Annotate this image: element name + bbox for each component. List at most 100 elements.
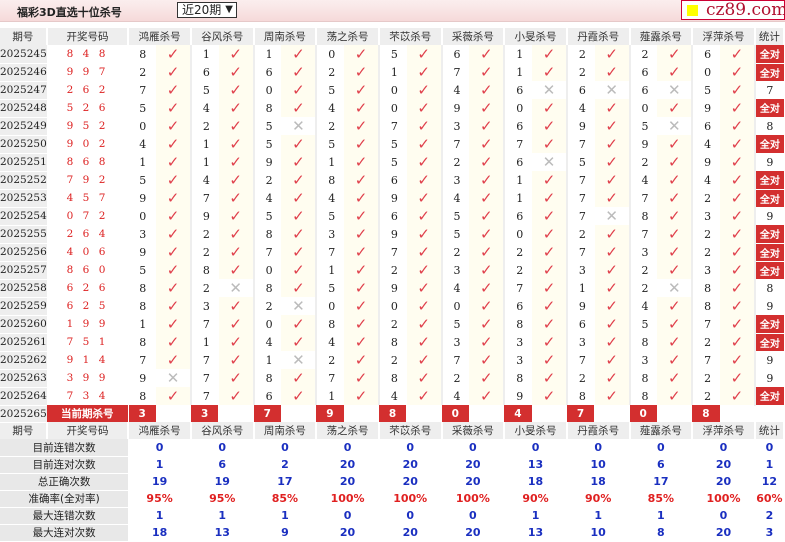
check-icon: ✓ bbox=[156, 243, 192, 261]
kill-number: 4 bbox=[328, 191, 336, 205]
site-logo[interactable]: cz89.com bbox=[681, 0, 785, 20]
check-icon: ✓ bbox=[720, 171, 756, 189]
check-icon: ✓ bbox=[594, 297, 631, 315]
check-icon: ✓ bbox=[406, 261, 443, 279]
header-row: 期号 开奖号码 鸿雁杀号 谷风杀号 周南杀号 荡之杀号 芣苡杀号 采薇杀号 小旻杀号 丹霞杀号 薤露… bbox=[0, 422, 785, 439]
kill-number: 6 bbox=[578, 317, 586, 331]
current-kill-number: 4 bbox=[504, 405, 533, 422]
stats-value: 85% bbox=[271, 492, 299, 505]
table-row: 2025257 8 6 0 5 ✓ 8 ✓ 0 ✓ 1 ✓ 2 ✓ 3 ✓ 2 ✓ 3 ✓ 2 ✓ 3 ✓ 全对 bbox=[0, 261, 784, 280]
stat-cell: 全对 bbox=[754, 225, 784, 244]
stats-value: 0 bbox=[155, 441, 164, 454]
header-winning: 开奖号码 bbox=[46, 28, 130, 45]
check-icon: ✓ bbox=[406, 153, 443, 171]
kill-table: 期号 开奖号码 鸿雁杀号 谷风杀号 周南杀号 荡之杀号 芣苡杀号 采薇杀号 小旻杀号 丹霞杀号 薤露… bbox=[0, 28, 785, 542]
empty-cell bbox=[219, 405, 254, 422]
check-icon: ✓ bbox=[657, 171, 694, 189]
logo-text: cz89.com bbox=[706, 0, 785, 20]
stats-label: 总正确次数 bbox=[0, 473, 129, 491]
kill-number: 2 bbox=[578, 227, 586, 241]
kill-number: 0 bbox=[516, 227, 524, 241]
check-icon: ✓ bbox=[657, 315, 694, 333]
check-icon: ✓ bbox=[657, 297, 694, 315]
kill-number: 3 bbox=[578, 335, 586, 349]
stats-value: 0 bbox=[218, 441, 227, 454]
check-icon: ✓ bbox=[469, 225, 506, 243]
kill-number: 2 bbox=[641, 47, 649, 61]
check-icon: ✓ bbox=[657, 135, 694, 153]
kill-number: 8 bbox=[265, 371, 273, 385]
kill-number: 4 bbox=[578, 101, 586, 115]
kill-number: 0 bbox=[390, 101, 398, 115]
check-icon: ✓ bbox=[406, 171, 443, 189]
check-icon: ✓ bbox=[657, 333, 694, 351]
kill-number: 4 bbox=[641, 173, 649, 187]
period-cell: 2025247 bbox=[0, 81, 47, 100]
table-row: 2025258 6 2 6 8 ✓ 2 ✕ 8 ✓ 5 ✓ 9 ✓ 4 ✓ 7 ✓ 1 ✓ 2 ✕ 8 ✓ 8 bbox=[0, 279, 784, 298]
cross-icon: ✕ bbox=[218, 279, 255, 297]
kill-number: 3 bbox=[453, 263, 461, 277]
top-bar: 福彩3D直选十位杀号 近20期 ▼ cz89.com bbox=[0, 0, 785, 22]
check-icon: ✓ bbox=[156, 117, 192, 135]
stats-value: 0 bbox=[765, 441, 774, 454]
check-icon: ✓ bbox=[344, 261, 380, 279]
current-kill-number: 8 bbox=[692, 405, 721, 422]
stats-value: 100% bbox=[455, 492, 490, 505]
kill-number: 2 bbox=[202, 281, 210, 295]
header-killer: 谷风杀号 bbox=[190, 422, 255, 439]
stat-cell: 9 bbox=[766, 371, 774, 385]
period-select[interactable]: 近20期 ▼ bbox=[177, 2, 237, 18]
check-icon: ✓ bbox=[218, 369, 255, 387]
check-icon: ✓ bbox=[281, 261, 318, 279]
table-row: 2025263 3 9 9 9 ✕ 7 ✓ 8 ✓ 7 ✓ 8 ✓ 2 ✓ 8 ✓ 2 ✓ 8 ✓ 2 ✓ 9 bbox=[0, 369, 784, 388]
check-icon: ✓ bbox=[406, 45, 443, 63]
empty-cell bbox=[281, 405, 316, 422]
check-icon: ✓ bbox=[281, 243, 318, 261]
check-icon: ✓ bbox=[594, 261, 631, 279]
table-row: 2025252 7 9 2 5 ✓ 4 ✓ 2 ✓ 8 ✓ 6 ✓ 3 ✓ 1 ✓ 7 ✓ 4 ✓ 4 ✓ 全对 bbox=[0, 171, 784, 190]
kill-number: 0 bbox=[265, 263, 273, 277]
header-killer: 芣苡杀号 bbox=[378, 28, 443, 45]
header-row: 期号 开奖号码 鸿雁杀号 谷风杀号 周南杀号 荡之杀号 芣苡杀号 采薇杀号 小旻杀号 丹霞杀号 薤露… bbox=[0, 28, 785, 45]
check-icon: ✓ bbox=[594, 135, 631, 153]
kill-number: 3 bbox=[578, 263, 586, 277]
check-icon: ✓ bbox=[406, 351, 443, 369]
kill-number: 7 bbox=[578, 191, 586, 205]
check-icon: ✓ bbox=[218, 351, 255, 369]
check-icon: ✓ bbox=[218, 315, 255, 333]
logo-square-icon bbox=[687, 5, 698, 16]
kill-number: 2 bbox=[328, 65, 336, 79]
kill-number: 8 bbox=[641, 389, 649, 403]
kill-number: 3 bbox=[202, 299, 210, 313]
table-row: 2025256 4 0 6 9 ✓ 2 ✓ 7 ✓ 7 ✓ 7 ✓ 2 ✓ 2 ✓ 7 ✓ 3 ✓ 2 ✓ 全对 bbox=[0, 243, 784, 262]
table-row: 2025245 8 4 8 8 ✓ 1 ✓ 1 ✓ 0 ✓ 5 ✓ 6 ✓ 1 ✓ 2 ✓ 2 ✓ 6 ✓ 全对 bbox=[0, 45, 784, 64]
check-icon: ✓ bbox=[532, 189, 568, 207]
header-killer: 丹霞杀号 bbox=[566, 422, 631, 439]
table-row: 2025254 0 7 2 0 ✓ 9 ✓ 5 ✓ 5 ✓ 6 ✓ 5 ✓ 6 ✓ 7 ✕ 8 ✓ 3 ✓ 9 bbox=[0, 207, 784, 226]
table-row: 2025248 5 2 6 5 ✓ 4 ✓ 8 ✓ 4 ✓ 0 ✓ 9 ✓ 0 ✓ 4 ✓ 0 ✓ 9 ✓ 全对 bbox=[0, 99, 784, 118]
header-killer: 小旻杀号 bbox=[504, 28, 568, 45]
kill-number: 8 bbox=[641, 335, 649, 349]
kill-number: 7 bbox=[202, 191, 210, 205]
check-icon: ✓ bbox=[281, 81, 318, 99]
stat-cell: 全对 bbox=[754, 135, 784, 154]
check-icon: ✓ bbox=[281, 279, 318, 297]
check-icon: ✓ bbox=[156, 153, 192, 171]
kill-number: 7 bbox=[578, 353, 586, 367]
kill-number: 7 bbox=[202, 353, 210, 367]
kill-number: 1 bbox=[202, 137, 210, 151]
kill-number: 7 bbox=[390, 245, 398, 259]
stats-value: 20 bbox=[402, 458, 418, 471]
kill-number: 6 bbox=[578, 83, 586, 97]
stats-value: 100% bbox=[393, 492, 428, 505]
kill-number: 2 bbox=[265, 299, 273, 313]
check-icon: ✓ bbox=[469, 117, 506, 135]
check-icon: ✓ bbox=[594, 333, 631, 351]
kill-number: 2 bbox=[453, 245, 461, 259]
stat-cell: 9 bbox=[766, 209, 774, 223]
current-kill-number: 3 bbox=[128, 405, 157, 422]
check-icon: ✓ bbox=[344, 243, 380, 261]
kill-number: 2 bbox=[704, 389, 712, 403]
stats-value: 6 bbox=[218, 458, 227, 471]
kill-number: 1 bbox=[328, 155, 336, 169]
